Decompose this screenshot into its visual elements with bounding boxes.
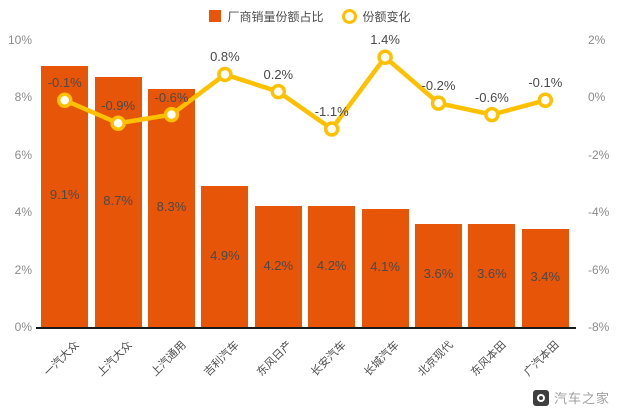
line-path: [63, 54, 546, 132]
bar-长安汽车[interactable]: [308, 206, 356, 327]
bar-series-swatch-icon: [209, 10, 222, 22]
bar-北京现代[interactable]: [415, 223, 462, 327]
legend-item-line-series[interactable]: 份额变化: [341, 8, 411, 25]
legend: 厂商销量份额占比 份额变化: [0, 6, 620, 26]
line-point-北京现代[interactable]: [430, 95, 447, 111]
line-series-swatch-icon: [341, 8, 357, 24]
bar-吉利汽车[interactable]: [201, 186, 249, 327]
autohome-logo-icon: [532, 389, 549, 406]
line-point-一汽大众[interactable]: [56, 92, 73, 109]
line-point-东风本田[interactable]: [484, 106, 500, 123]
watermark: 汽车之家: [532, 388, 610, 407]
line-point-长安汽车[interactable]: [323, 121, 340, 137]
line-point-东风日产[interactable]: [270, 83, 287, 100]
bar-东风本田[interactable]: [468, 223, 516, 327]
bar-series-legend-label: 厂商销量份额占比: [227, 9, 324, 24]
bar-上汽通用[interactable]: [148, 88, 195, 327]
line-point-广汽本田[interactable]: [537, 92, 554, 109]
watermark-text: 汽车之家: [553, 391, 610, 406]
bar-广汽本田[interactable]: [521, 229, 569, 327]
line-series-legend-label: 份额变化: [362, 9, 411, 24]
line-point-吉利汽车[interactable]: [217, 66, 233, 83]
bar-长城汽车[interactable]: [361, 209, 409, 327]
line-point-上汽大众[interactable]: [110, 115, 126, 131]
bar-东风日产[interactable]: [254, 206, 302, 327]
x-axis-line: [36, 327, 576, 329]
line-point-上汽通用[interactable]: [163, 106, 180, 123]
legend-item-bar-series[interactable]: 厂商销量份额占比: [209, 8, 324, 25]
line-point-长城汽车[interactable]: [377, 49, 393, 65]
